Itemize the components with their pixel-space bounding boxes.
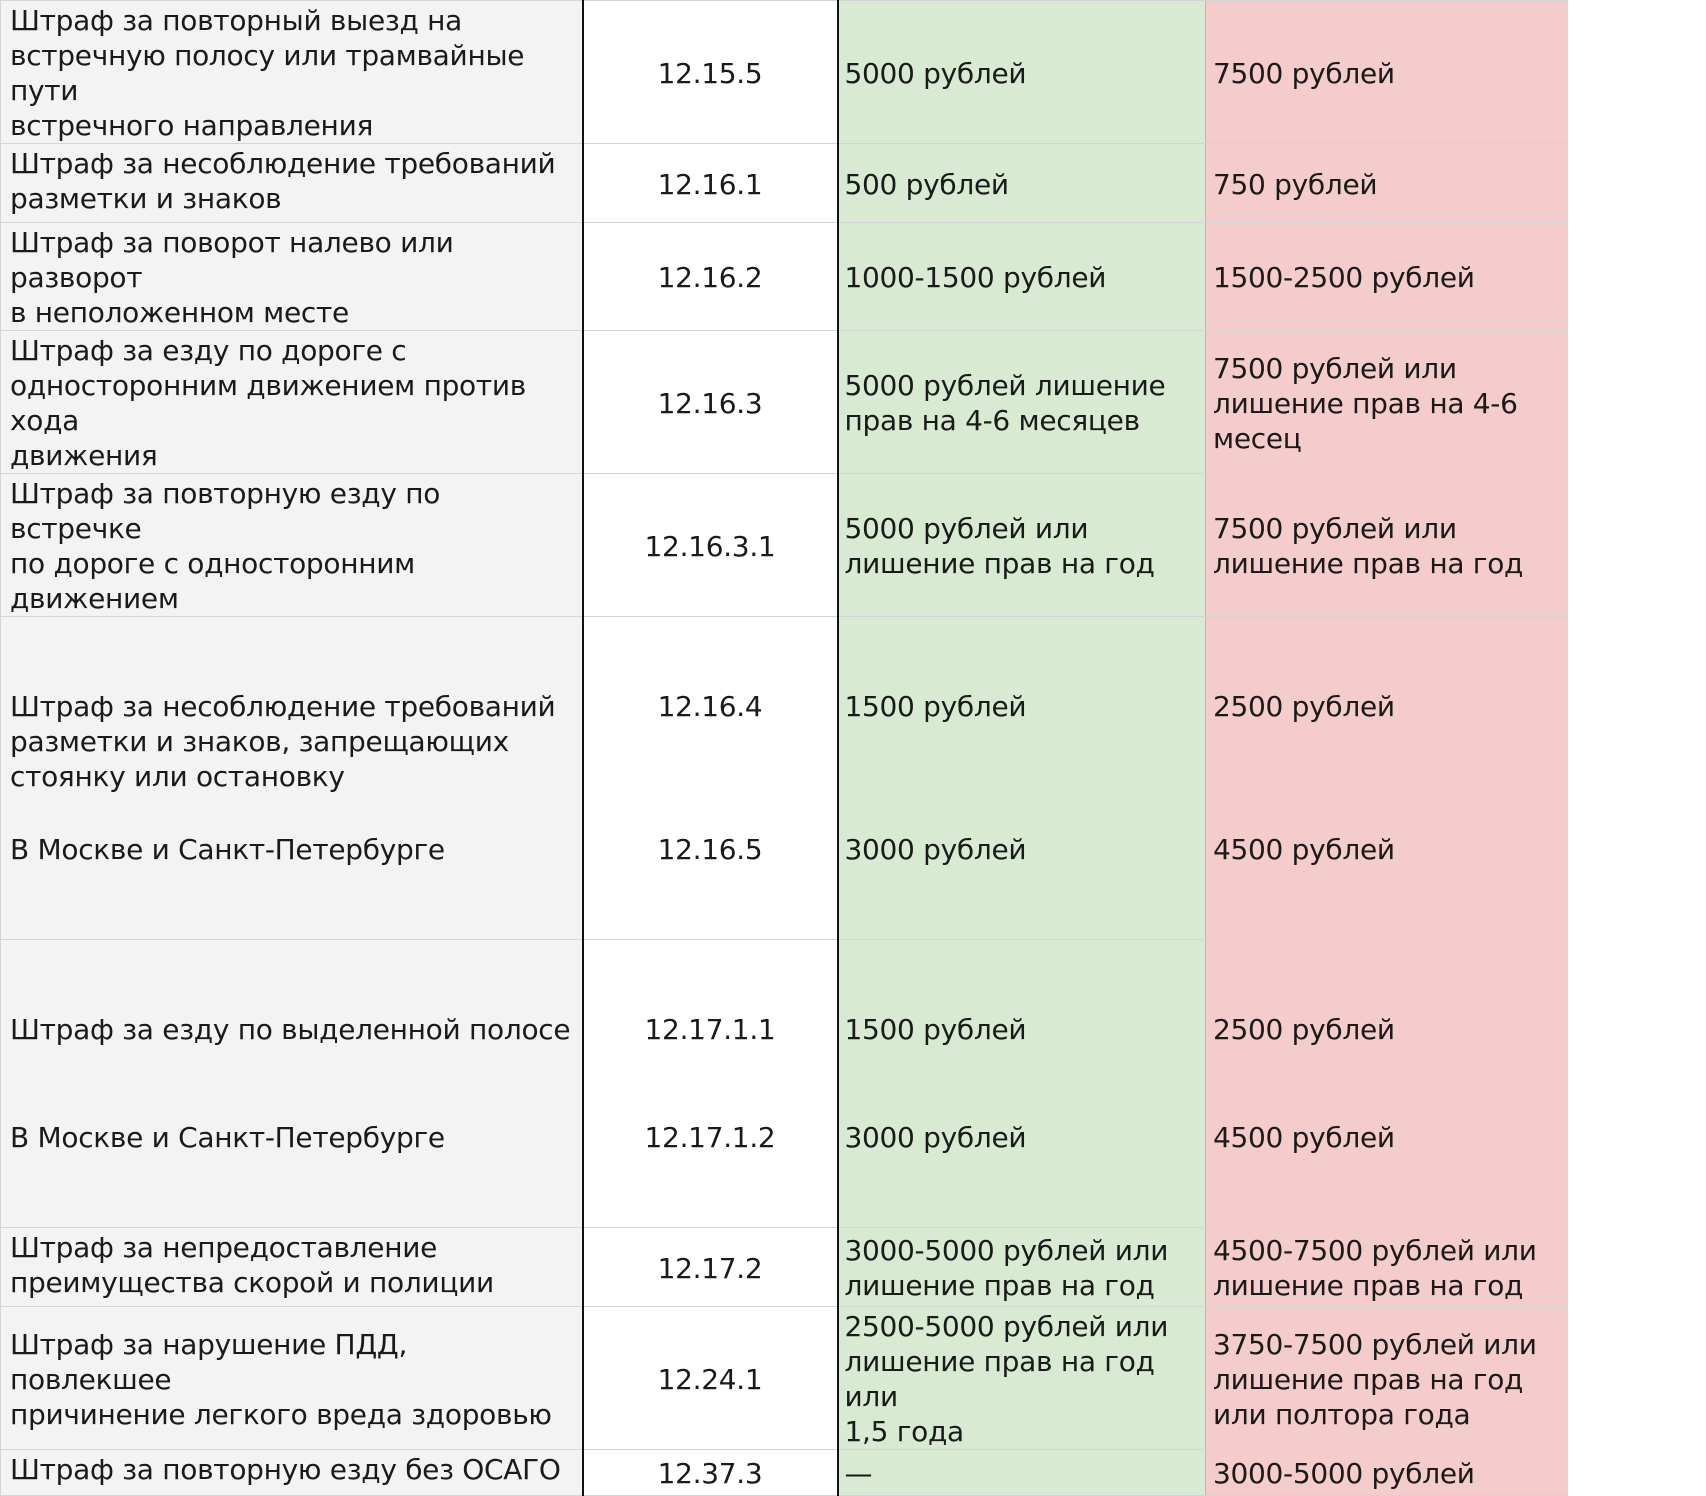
article-number: 12.16.4 <box>657 690 763 723</box>
regional-article-number: 12.17.1.2 <box>644 1121 776 1154</box>
fine-amount: 5000 рублей лишение прав на 4-6 месяцев <box>837 330 1206 474</box>
regional-fine-amount-increased: 4500 рублей <box>1213 833 1395 866</box>
article-number: 12.37.3 <box>581 1449 839 1496</box>
table-row: Штраф за нарушение ПДД, повлекшее причин… <box>0 1306 1568 1450</box>
fine-amount: 1500 рублей <box>844 1013 1027 1046</box>
article-number: 12.15.5 <box>581 0 839 144</box>
fine-amount-increased: 7500 рублей или лишение прав на 4-6 месе… <box>1205 330 1568 474</box>
fine-amount-increased: 3000-5000 рублей <box>1205 1449 1568 1496</box>
violation-description: Штраф за повторный выезд на встречную по… <box>0 0 583 144</box>
violation-description: Штраф за повторную езду по встречке по д… <box>0 473 583 617</box>
fine-amount: 1500 рублей <box>844 690 1027 723</box>
fine-amount-increased: 7500 рублей <box>1205 0 1568 144</box>
fine-amount-increased-cell: 2500 рублей 4500 рублей <box>1205 616 1568 940</box>
violation-description: Штраф за езду по дороге с односторонним … <box>0 330 583 474</box>
violation-description: Штраф за непредоставление преимущества с… <box>0 1227 583 1307</box>
fine-amount-cell: 1500 рублей 3000 рублей <box>837 939 1206 1228</box>
fine-amount: 5000 рублей <box>837 0 1206 144</box>
fine-amount-increased: 4500-7500 рублей или лишение прав на год <box>1205 1227 1568 1307</box>
violation-description: Штраф за езду по выделенной полосе <box>10 1013 571 1046</box>
regional-fine-amount: 3000 рублей <box>844 833 1027 866</box>
violation-description: Штраф за поворот налево или разворот в н… <box>0 222 583 331</box>
table-row: Штраф за несоблюдение требований разметк… <box>0 616 1568 940</box>
table-row: Штраф за повторную езду по встречке по д… <box>0 473 1568 617</box>
article-number: 12.16.3.1 <box>581 473 839 617</box>
fine-amount: — <box>837 1449 1206 1496</box>
table-row: Штраф за поворот налево или разворот в н… <box>0 222 1568 331</box>
fine-amount-increased: 2500 рублей <box>1213 1013 1395 1046</box>
fine-amount-increased: 1500-2500 рублей <box>1205 222 1568 331</box>
regional-fine-amount-increased: 4500 рублей <box>1213 1121 1395 1154</box>
violation-description: Штраф за несоблюдение требований разметк… <box>10 690 556 793</box>
fine-amount: 1000-1500 рублей <box>837 222 1206 331</box>
table-row: Штраф за несоблюдение требований разметк… <box>0 143 1568 223</box>
table-row: Штраф за езду по дороге с односторонним … <box>0 330 1568 474</box>
violation-description-cell: Штраф за несоблюдение требований разметк… <box>0 616 583 940</box>
table-row: Штраф за непредоставление преимущества с… <box>0 1227 1568 1307</box>
regional-note: В Москве и Санкт-Петербурге <box>10 833 445 866</box>
fine-amount-increased: 750 рублей <box>1205 143 1568 223</box>
violation-description: Штраф за повторную езду без ОСАГО <box>0 1449 583 1496</box>
regional-article-number: 12.16.5 <box>657 833 763 866</box>
violation-description: Штраф за несоблюдение требований разметк… <box>0 143 583 223</box>
fine-amount-cell: 1500 рублей 3000 рублей <box>837 616 1206 940</box>
article-number-cell: 12.17.1.1 12.17.1.2 <box>581 939 839 1228</box>
fine-amount-increased: 7500 рублей или лишение прав на год <box>1205 473 1568 617</box>
fine-amount: 5000 рублей или лишение прав на год <box>837 473 1206 617</box>
fine-amount: 2500-5000 рублей или лишение прав на год… <box>837 1306 1206 1450</box>
fine-amount-increased-cell: 2500 рублей 4500 рублей <box>1205 939 1568 1228</box>
regional-note: В Москве и Санкт-Петербурге <box>10 1121 445 1154</box>
article-number: 12.17.2 <box>581 1227 839 1307</box>
regional-fine-amount: 3000 рублей <box>844 1121 1027 1154</box>
table-row: Штраф за повторную езду без ОСАГО 12.37.… <box>0 1449 1568 1496</box>
fines-table: Штраф за повторный выезд на встречную по… <box>0 0 1568 1496</box>
article-number: 12.16.2 <box>581 222 839 331</box>
fine-amount: 500 рублей <box>837 143 1206 223</box>
article-number-cell: 12.16.4 12.16.5 <box>581 616 839 940</box>
article-number: 12.24.1 <box>581 1306 839 1450</box>
article-number: 12.16.3 <box>581 330 839 474</box>
fine-amount-increased: 2500 рублей <box>1213 690 1395 723</box>
fine-amount: 3000-5000 рублей или лишение прав на год <box>837 1227 1206 1307</box>
fine-amount-increased: 3750-7500 рублей или лишение прав на год… <box>1205 1306 1568 1450</box>
violation-description-cell: Штраф за езду по выделенной полосе В Мос… <box>0 939 583 1228</box>
table-row: Штраф за повторный выезд на встречную по… <box>0 0 1568 144</box>
table-row: Штраф за езду по выделенной полосе В Мос… <box>0 939 1568 1228</box>
violation-description: Штраф за нарушение ПДД, повлекшее причин… <box>0 1306 583 1450</box>
article-number: 12.16.1 <box>581 143 839 223</box>
article-number: 12.17.1.1 <box>644 1013 776 1046</box>
